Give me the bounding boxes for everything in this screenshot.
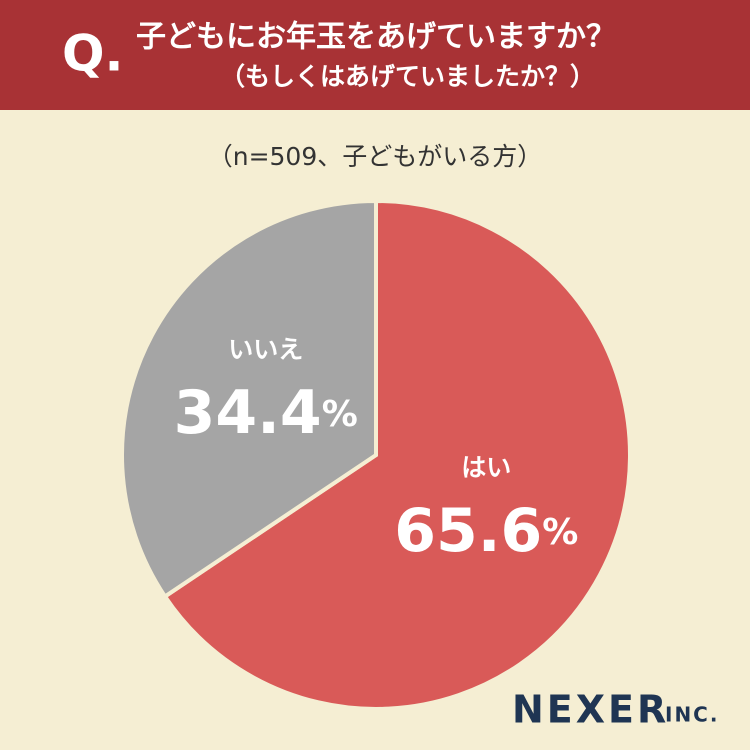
slice-value-label: 34.4% <box>174 378 358 448</box>
chart-title: 子どもにお年玉をあげていますか？ <box>136 20 616 55</box>
logo: NEXER <box>512 688 669 732</box>
header-band <box>0 0 750 110</box>
pie-slice <box>120 198 378 600</box>
pie-slice <box>162 198 632 711</box>
logo-suffix: INC. <box>665 703 719 727</box>
slice-value-label: 65.6% <box>394 495 578 565</box>
slice-category-label: はい <box>461 453 511 482</box>
pie <box>120 198 632 711</box>
question-mark: Q. <box>62 25 124 83</box>
title-note: （もしくはあげていましたか？） <box>220 62 595 91</box>
subtitle: （n=509、子どもがいる方） <box>208 142 543 171</box>
slice-category-label: いいえ <box>228 335 303 364</box>
